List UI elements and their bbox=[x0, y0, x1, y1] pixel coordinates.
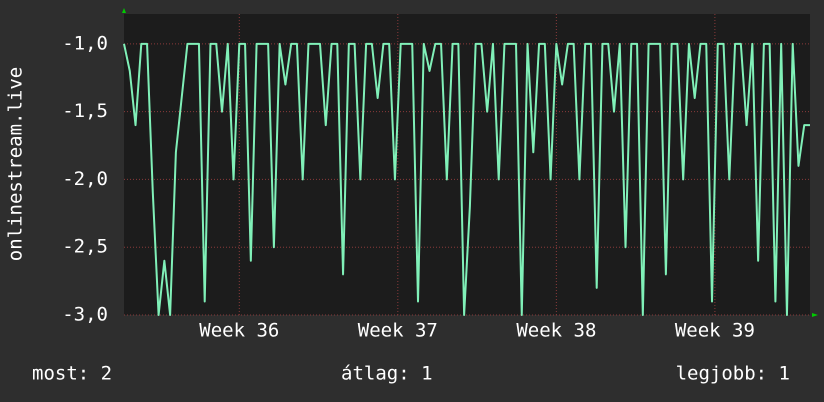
x-tick-label: Week 37 bbox=[358, 320, 438, 342]
footer-average: átlag: 1 bbox=[341, 363, 433, 385]
x-tick-label: Week 38 bbox=[516, 320, 596, 342]
y-tick-label: -2,5 bbox=[62, 236, 108, 258]
plot-layer: -3,0 -2,5 -2,0 -1,5 -1,0 Week 36 Week 37 Week 3… bbox=[62, 14, 810, 342]
x-tick-label: Week 39 bbox=[675, 320, 755, 342]
y-axis-arrow bbox=[122, 8, 126, 13]
y-tick-label: -3,0 bbox=[62, 304, 108, 326]
footer-best: legjobb: 1 bbox=[676, 363, 790, 385]
y-tick-label: -1,5 bbox=[62, 100, 108, 122]
y-axis-label: onlinestream.live bbox=[5, 67, 27, 261]
x-axis-arrow bbox=[812, 313, 818, 317]
y-tick-label: -1,0 bbox=[62, 32, 108, 54]
y-tick-label: -2,0 bbox=[62, 168, 108, 190]
x-tick-label: Week 36 bbox=[199, 320, 279, 342]
footer-current: most: 2 bbox=[32, 363, 112, 385]
data-line bbox=[123, 42, 810, 316]
